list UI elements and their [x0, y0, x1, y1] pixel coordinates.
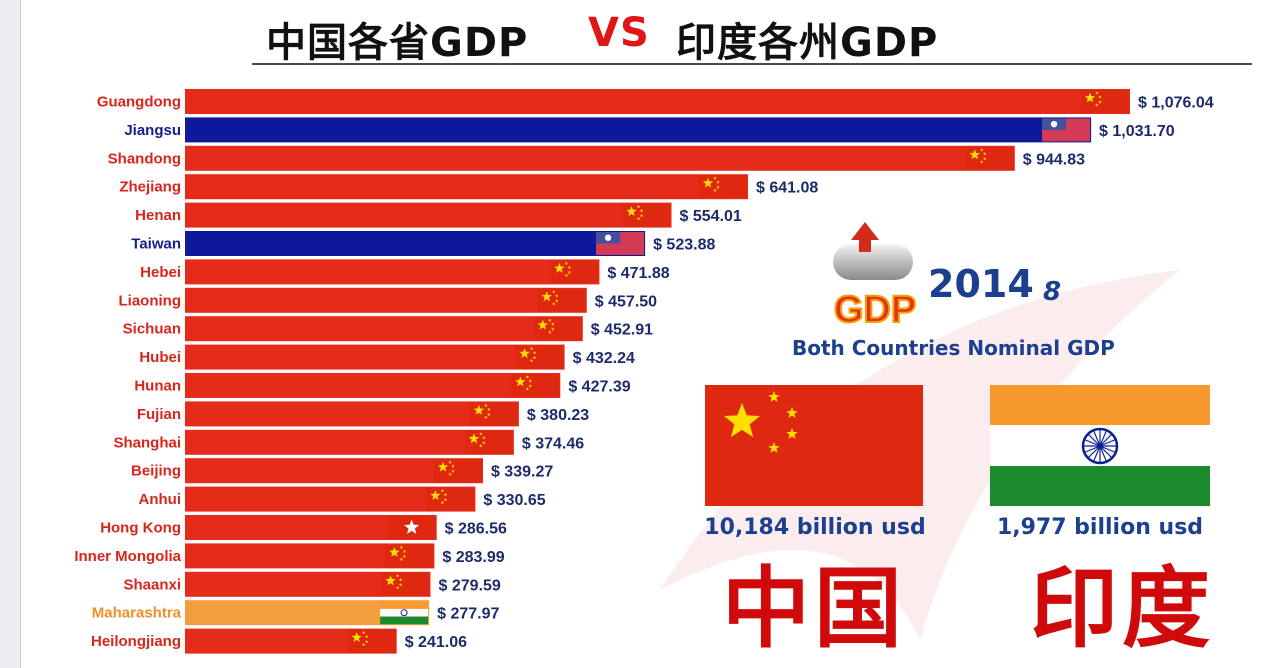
bar — [185, 231, 646, 256]
bar-label: Shandong — [108, 150, 181, 167]
bar — [185, 259, 600, 285]
bar-label: Sichuan — [123, 321, 181, 338]
bar-label: Fujian — [137, 406, 181, 423]
india-flag-icon — [380, 601, 429, 625]
bar-label: Maharashtra — [92, 605, 182, 622]
bar-value-label: $ 380.23 — [527, 407, 589, 424]
bar-label: Taiwan — [131, 236, 181, 253]
china-flag-icon — [426, 487, 475, 511]
year-label: 2014 — [928, 262, 1034, 306]
bar-value-label: $ 471.88 — [607, 265, 669, 282]
month-label: 8 — [1043, 277, 1062, 307]
bar-value-label: $ 241.06 — [405, 634, 467, 651]
china-label: 中国 — [722, 557, 907, 660]
china-flag-icon — [533, 317, 582, 341]
bar-label: Shaanxi — [123, 576, 181, 593]
bar — [185, 344, 565, 370]
bar-value-label: $ 452.91 — [591, 322, 653, 339]
title-vs: VS — [588, 10, 650, 56]
bar-value-label: $ 1,076.04 — [1138, 95, 1214, 112]
bar-label: Hunan — [134, 378, 181, 395]
bar-value-label: $ 286.56 — [445, 521, 507, 538]
china-flag-icon — [433, 459, 482, 483]
china-flag-icon — [622, 203, 671, 227]
title-china: 中国各省GDP — [266, 20, 529, 66]
china-flag-icon — [699, 175, 748, 199]
bar-value-label: $ 457.50 — [595, 293, 657, 310]
china-flag-icon — [515, 345, 564, 369]
bar-value-label: $ 427.39 — [568, 379, 630, 396]
bar-value-label: $ 279.59 — [439, 577, 501, 594]
bar-value-label: $ 523.88 — [653, 237, 715, 254]
bar-label: Beijing — [131, 463, 181, 480]
china-flag-icon — [381, 572, 430, 596]
bar-value-label: $ 554.01 — [680, 208, 742, 225]
bar-label: Guangdong — [97, 94, 181, 111]
bar — [185, 401, 519, 427]
china-flag-icon — [464, 430, 513, 454]
bar-value-label: $ 641.08 — [756, 180, 818, 197]
title-india: 印度各州GDP — [676, 20, 939, 66]
chart-subtitle: Both Countries Nominal GDP — [792, 336, 1115, 360]
bar-label: Jiangsu — [124, 122, 181, 139]
india-label: 印度 — [1030, 557, 1215, 660]
bar — [185, 458, 483, 484]
gdp-up-arrow-icon: GDP — [833, 222, 917, 332]
bar-label: Shanghai — [113, 434, 181, 451]
bar-label: Hebei — [140, 264, 181, 281]
bar-label: Zhejiang — [119, 179, 181, 196]
bar-label: Inner Mongolia — [74, 548, 181, 565]
bar-label: Heilongjiang — [91, 633, 181, 650]
bar — [185, 117, 1092, 143]
taiwan-flag-icon — [1042, 118, 1091, 142]
page-edge — [0, 0, 20, 668]
bar-label: Anhui — [139, 491, 182, 508]
bar-value-label: $ 374.46 — [522, 435, 584, 452]
bar-label: Henan — [135, 207, 181, 224]
china-flag-icon — [511, 374, 560, 397]
bar — [185, 202, 672, 228]
bar — [185, 174, 748, 200]
china-flag-icon — [347, 629, 396, 653]
india-total-gdp: 1,977 billion usd — [996, 515, 1204, 540]
bar — [185, 429, 514, 455]
bar-value-label: $ 1,031.70 — [1099, 123, 1175, 140]
china-flag-icon — [1081, 90, 1129, 113]
india-flag-icon — [990, 385, 1210, 506]
ashoka-chakra-icon — [1081, 427, 1119, 465]
bar-value-label: $ 432.24 — [573, 350, 635, 367]
china-total-gdp: 10,184 billion usd — [704, 515, 926, 540]
bar — [185, 287, 587, 313]
taiwan-flag-icon — [596, 232, 645, 255]
bar-value-label: $ 277.97 — [437, 606, 499, 623]
bar-value-label: $ 944.83 — [1023, 151, 1085, 168]
china-flag-icon — [705, 385, 923, 506]
china-flag-icon — [469, 402, 518, 426]
bar-value-label: $ 339.27 — [491, 464, 553, 481]
china-flag-icon — [385, 544, 434, 568]
bar-label: Hubei — [139, 349, 181, 366]
bar-value-label: $ 330.65 — [483, 492, 545, 509]
hong-kong-flag-icon — [387, 516, 436, 539]
china-flag-icon — [537, 288, 586, 312]
bar-label: Hong Kong — [100, 520, 181, 537]
bar — [185, 316, 583, 342]
china-flag-icon — [965, 146, 1014, 170]
bar — [185, 145, 1015, 171]
bar — [185, 373, 561, 398]
gdp-badge-text: GDP — [834, 289, 916, 331]
bar-label: Liaoning — [119, 292, 182, 309]
bar-value-label: $ 283.99 — [442, 549, 504, 566]
china-flag-icon — [550, 260, 599, 284]
bar — [185, 89, 1130, 114]
page-edge-line — [20, 0, 21, 668]
chart-title: 中国各省GDP VS 印度各州GDP — [0, 6, 1280, 66]
title-divider — [252, 63, 1252, 65]
